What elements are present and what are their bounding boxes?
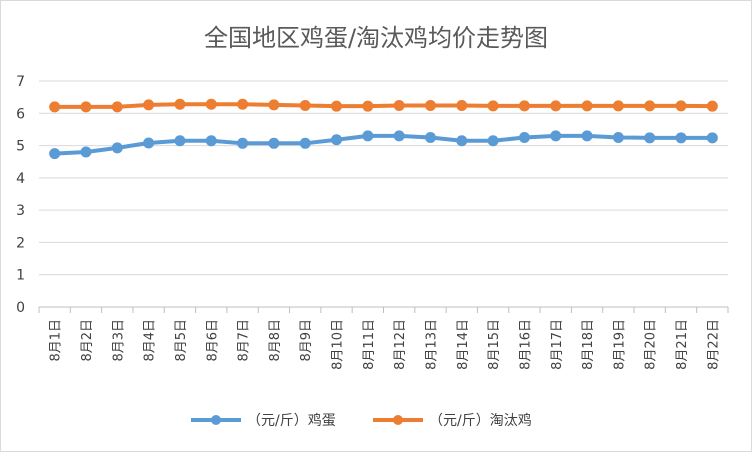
data-point	[237, 137, 249, 149]
y-tick-label: 0	[16, 300, 25, 316]
x-tick-label: 8月19日	[612, 319, 627, 370]
data-point	[362, 130, 374, 142]
x-tick-label: 8月1日	[49, 319, 64, 362]
series-line-0	[52, 133, 715, 156]
x-tick-label: 8月21日	[675, 319, 690, 370]
data-point	[205, 98, 217, 110]
y-tick-label: 1	[16, 268, 25, 284]
data-point	[268, 137, 280, 149]
data-point	[550, 130, 562, 142]
x-tick-label: 8月6日	[205, 319, 220, 362]
data-point	[612, 132, 624, 143]
chart-title: 全国地区鸡蛋/淘汰鸡均价走势图	[204, 24, 548, 52]
legend-label-culled-hens: （元/斤）淘汰鸡	[429, 412, 532, 429]
y-axis: 0 1 2 3 4 5 6 7	[16, 74, 25, 316]
data-point	[644, 132, 656, 144]
legend-label-eggs: （元/斤）鸡蛋	[247, 412, 336, 429]
data-point	[49, 101, 61, 113]
data-point	[487, 135, 499, 147]
data-point	[644, 100, 656, 112]
x-tick-label: 8月18日	[581, 319, 596, 370]
data-point	[331, 134, 343, 146]
data-point	[518, 100, 530, 112]
data-point	[49, 148, 61, 160]
y-tick-label: 7	[16, 74, 25, 90]
x-tick-label: 8月10日	[331, 319, 346, 370]
data-point	[518, 132, 530, 143]
data-point	[612, 100, 624, 112]
x-tick-label: 8月7日	[237, 319, 252, 362]
data-point	[487, 100, 499, 112]
data-point	[362, 100, 374, 112]
legend-marker-eggs	[211, 415, 221, 425]
data-point	[581, 100, 593, 112]
x-tick-label: 8月14日	[456, 319, 471, 370]
data-point	[80, 101, 92, 113]
x-tick-label: 8月11日	[362, 319, 377, 370]
x-tick-label: 8月4日	[143, 319, 158, 362]
x-tick-label: 8月2日	[80, 319, 95, 362]
data-point	[675, 100, 687, 112]
series-line-1	[52, 102, 715, 109]
data-point	[205, 135, 217, 147]
x-tick-label: 8月17日	[550, 319, 565, 370]
series-group	[49, 98, 718, 160]
data-point	[299, 137, 311, 149]
y-tick-label: 4	[16, 171, 25, 187]
data-point	[174, 135, 186, 147]
data-point	[393, 100, 405, 112]
data-point	[111, 101, 123, 113]
data-point	[111, 142, 123, 154]
y-tick-label: 6	[16, 106, 25, 122]
legend: （元/斤）鸡蛋 （元/斤）淘汰鸡	[191, 412, 532, 429]
y-tick-label: 2	[16, 235, 25, 251]
data-point	[456, 100, 468, 112]
x-tick-label: 8月16日	[518, 319, 533, 370]
x-tick-label: 8月22日	[706, 319, 721, 370]
x-tick-label: 8月3日	[111, 319, 126, 362]
data-point	[550, 100, 562, 112]
x-axis: 8月1日 8月2日 8月3日 8月4日 8月5日 8月6日 8月7日 8月8日 8月9日 8月10…	[38, 307, 729, 370]
data-point	[675, 132, 687, 144]
y-tick-label: 5	[16, 139, 25, 155]
data-point	[706, 132, 718, 144]
data-point	[424, 132, 436, 143]
data-point	[581, 130, 593, 142]
x-tick-label: 8月5日	[174, 319, 189, 362]
x-tick-label: 8月9日	[299, 319, 314, 362]
y-tick-label: 3	[16, 203, 25, 219]
data-point	[143, 99, 155, 111]
legend-marker-culled-hens	[393, 415, 403, 425]
data-point	[143, 137, 155, 149]
x-tick-label: 8月8日	[268, 319, 283, 362]
data-point	[424, 100, 436, 112]
data-point	[268, 99, 280, 111]
data-point	[331, 100, 343, 112]
x-tick-label: 8月13日	[424, 319, 439, 370]
gridlines	[39, 80, 728, 308]
data-point	[456, 135, 468, 147]
data-point	[80, 146, 92, 158]
data-point	[393, 130, 405, 142]
data-point	[237, 98, 249, 110]
x-tick-label: 8月15日	[487, 319, 502, 370]
x-tick-label: 8月20日	[644, 319, 659, 370]
data-point	[174, 98, 186, 110]
x-tick-label: 8月12日	[393, 319, 408, 370]
data-point	[706, 100, 718, 112]
data-point	[299, 100, 311, 112]
